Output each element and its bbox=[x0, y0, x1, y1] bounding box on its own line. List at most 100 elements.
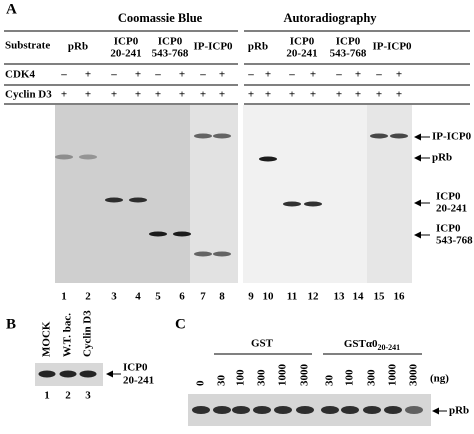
band bbox=[405, 406, 423, 414]
amount-label: 100 bbox=[344, 369, 356, 386]
cdk4-sign: – bbox=[375, 69, 382, 81]
lane-number: 4 bbox=[135, 291, 141, 303]
cdk4-sign: + bbox=[179, 69, 185, 81]
cyclin-sign: + bbox=[336, 89, 342, 101]
lane-number: 1 bbox=[61, 291, 67, 303]
amount-label: 30 bbox=[324, 375, 336, 387]
band bbox=[105, 197, 123, 203]
band-label: 543-768 bbox=[436, 235, 473, 247]
cdk4-sign: + bbox=[396, 69, 402, 81]
cyclin-sign: + bbox=[355, 89, 361, 101]
band bbox=[274, 406, 292, 414]
band-label: pRb bbox=[449, 405, 469, 417]
substrate-label: IP-ICP0 bbox=[372, 41, 412, 53]
cdk4-sign: + bbox=[219, 69, 225, 81]
cyclin-sign: + bbox=[248, 89, 254, 101]
gel bbox=[367, 105, 412, 283]
cyclin-sign: + bbox=[61, 89, 67, 101]
cyclin-sign: + bbox=[376, 89, 382, 101]
band bbox=[370, 133, 388, 139]
substrate-label: 20-241 bbox=[286, 48, 317, 60]
cdk4-sign: + bbox=[310, 69, 316, 81]
cdk4-sign: + bbox=[265, 69, 271, 81]
band bbox=[259, 156, 277, 162]
band bbox=[296, 406, 314, 414]
panel-label: B bbox=[6, 316, 16, 332]
lane-number: 2 bbox=[85, 291, 91, 303]
band bbox=[192, 406, 210, 414]
band-label: pRb bbox=[432, 152, 452, 164]
substrate-label: ICP0 bbox=[158, 36, 183, 48]
cdk4-sign: – bbox=[288, 69, 295, 81]
band-label: ICP0 bbox=[436, 191, 461, 203]
lane-number: 12 bbox=[308, 291, 320, 303]
lane-name: Cyclin D3 bbox=[82, 310, 94, 357]
amount-label: 3000 bbox=[299, 364, 311, 387]
row-label: Substrate bbox=[5, 40, 50, 52]
substrate-label: 543-768 bbox=[152, 48, 189, 60]
gel bbox=[55, 105, 190, 283]
lane-number: 6 bbox=[179, 291, 185, 303]
lane-number: 3 bbox=[111, 291, 117, 303]
lane-number: 14 bbox=[353, 291, 365, 303]
band bbox=[213, 251, 231, 257]
cdk4-sign: – bbox=[110, 69, 117, 81]
band bbox=[173, 231, 191, 237]
band bbox=[194, 251, 212, 257]
band bbox=[304, 201, 322, 207]
band bbox=[253, 406, 271, 414]
substrate-label: ICP0 bbox=[336, 36, 361, 48]
band bbox=[79, 154, 97, 160]
cyclin-sign: + bbox=[310, 89, 316, 101]
lane-number: 3 bbox=[85, 390, 91, 402]
lane-number: 16 bbox=[394, 291, 406, 303]
cyclin-sign: + bbox=[200, 89, 206, 101]
panel-label: C bbox=[175, 316, 186, 332]
band-label: ICP0 bbox=[123, 362, 148, 374]
lane-number: 11 bbox=[287, 291, 297, 303]
cdk4-sign: – bbox=[335, 69, 342, 81]
cyclin-sign: + bbox=[289, 89, 295, 101]
amount-label: 300 bbox=[256, 369, 268, 386]
arrow-head bbox=[106, 370, 113, 378]
gel bbox=[190, 105, 238, 283]
panel-label: A bbox=[6, 1, 17, 17]
cdk4-sign: – bbox=[199, 69, 206, 81]
lane-number: 8 bbox=[219, 291, 225, 303]
cyclin-sign: + bbox=[396, 89, 402, 101]
cdk4-sign: – bbox=[60, 69, 67, 81]
substrate-label: 543-768 bbox=[330, 48, 367, 60]
lane-number: 1 bbox=[44, 390, 50, 402]
cyclin-sign: + bbox=[135, 89, 141, 101]
amount-label: 1000 bbox=[277, 364, 289, 387]
unit-label: (ng) bbox=[430, 373, 449, 385]
arrow-head bbox=[414, 199, 421, 207]
group-label: GST bbox=[251, 338, 274, 350]
amount-label: 300 bbox=[366, 369, 378, 386]
band bbox=[149, 231, 167, 237]
cdk4-sign: + bbox=[85, 69, 91, 81]
band bbox=[213, 406, 231, 414]
cyclin-sign: + bbox=[265, 89, 271, 101]
cdk4-sign: + bbox=[135, 69, 141, 81]
band-label: 20-241 bbox=[123, 375, 154, 387]
lane-number: 7 bbox=[200, 291, 206, 303]
cyclin-sign: + bbox=[155, 89, 161, 101]
substrate-label: IP-ICP0 bbox=[193, 41, 233, 53]
lane-number: 2 bbox=[65, 390, 71, 402]
band-label: IP-ICP0 bbox=[432, 131, 472, 143]
gel bbox=[243, 105, 367, 283]
band bbox=[194, 133, 212, 139]
section-title: Autoradiography bbox=[283, 11, 377, 25]
arrow-head bbox=[432, 407, 439, 415]
band bbox=[59, 370, 77, 378]
amount-label: 100 bbox=[235, 369, 247, 386]
band-label: 20-241 bbox=[436, 203, 467, 215]
amount-label: 3000 bbox=[408, 364, 420, 387]
lane-number: 10 bbox=[263, 291, 275, 303]
substrate-label: ICP0 bbox=[290, 36, 315, 48]
row-label: CDK4 bbox=[5, 69, 35, 81]
group-subscript: 20-241 bbox=[377, 343, 400, 352]
row-label: Cyclin D3 bbox=[5, 89, 52, 101]
